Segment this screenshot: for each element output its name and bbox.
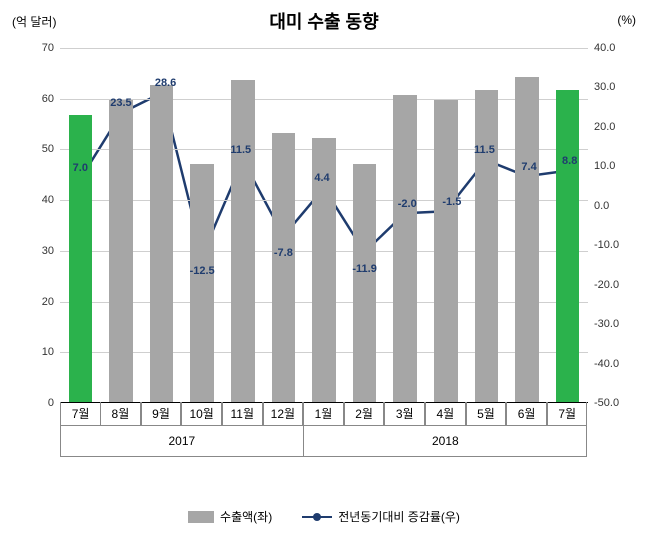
grid-line — [60, 48, 588, 49]
chart-title: 대미 수출 동향 — [0, 8, 648, 34]
bar — [150, 85, 174, 402]
ytick-right: 20.0 — [594, 121, 615, 133]
bar — [190, 164, 214, 402]
y-left-unit: (억 달러) — [12, 13, 56, 30]
bar — [353, 164, 377, 402]
export-trend-chart: 대미 수출 동향 (억 달러) (%) 010203040506070-50.0… — [0, 0, 648, 533]
line-data-label: 23.5 — [110, 97, 131, 109]
ytick-left: 60 — [42, 93, 54, 105]
line-data-label: -12.5 — [190, 265, 215, 277]
bar — [69, 115, 93, 402]
ytick-left: 10 — [42, 346, 54, 358]
ytick-right: -10.0 — [594, 239, 619, 251]
legend-swatch-bar — [188, 511, 214, 523]
bar — [556, 90, 580, 402]
legend-line-label: 전년동기대비 증감률(우) — [338, 508, 460, 525]
line-data-label: -1.5 — [442, 196, 461, 208]
line-data-label: 7.0 — [73, 162, 88, 174]
line-data-label: 28.6 — [155, 77, 176, 89]
line-data-label: 11.5 — [474, 144, 495, 156]
ytick-left: 50 — [42, 143, 54, 155]
line-data-label: 11.5 — [230, 144, 251, 156]
x-tick-label: 7월 — [60, 402, 101, 426]
line-data-label: -2.0 — [398, 198, 417, 210]
bar — [272, 133, 296, 402]
ytick-left: 30 — [42, 245, 54, 257]
line-data-label: 7.4 — [521, 161, 536, 173]
x-year-label: 2018 — [303, 426, 587, 457]
x-tick-label: 1월 — [303, 402, 344, 426]
x-year-label: 2017 — [60, 426, 304, 457]
ytick-right: 10.0 — [594, 160, 615, 172]
legend-swatch-line — [302, 511, 332, 523]
legend-bar-label: 수출액(좌) — [220, 508, 272, 525]
x-tick-label: 10월 — [181, 402, 222, 426]
bar — [231, 80, 255, 402]
grid-line — [60, 99, 588, 100]
ytick-left: 20 — [42, 296, 54, 308]
bar — [393, 95, 417, 402]
line-data-label: 8.8 — [562, 155, 577, 167]
bar — [109, 100, 133, 402]
line-data-label: -7.8 — [274, 247, 293, 259]
legend-item-line: 전년동기대비 증감률(우) — [302, 508, 460, 525]
ytick-right: -40.0 — [594, 358, 619, 370]
bar — [515, 77, 539, 402]
line-data-label: -11.9 — [352, 263, 376, 275]
x-tick-label: 7월 — [547, 402, 588, 426]
ytick-left: 40 — [42, 194, 54, 206]
x-tick-label: 4월 — [425, 402, 466, 426]
x-tick-label: 8월 — [100, 402, 141, 426]
y-right-unit: (%) — [617, 13, 636, 27]
bar — [475, 90, 499, 402]
legend-line-marker — [313, 513, 321, 521]
ytick-right: -30.0 — [594, 318, 619, 330]
x-tick-label: 12월 — [263, 402, 304, 426]
x-tick-label: 5월 — [466, 402, 507, 426]
x-tick-label: 11월 — [222, 402, 263, 426]
ytick-right: -50.0 — [594, 397, 619, 409]
ytick-right: 40.0 — [594, 42, 615, 54]
line-data-label: 4.4 — [314, 172, 329, 184]
ytick-right: -20.0 — [594, 279, 619, 291]
ytick-right: 30.0 — [594, 81, 615, 93]
legend: 수출액(좌) 전년동기대비 증감률(우) — [0, 508, 648, 525]
x-tick-label: 2월 — [344, 402, 385, 426]
x-tick-label: 6월 — [506, 402, 547, 426]
ytick-left: 70 — [42, 42, 54, 54]
x-tick-label: 9월 — [141, 402, 182, 426]
bar — [434, 100, 458, 402]
x-tick-label: 3월 — [384, 402, 425, 426]
plot-area: 010203040506070-50.0-40.0-30.0-20.0-10.0… — [60, 48, 588, 403]
legend-item-bar: 수출액(좌) — [188, 508, 272, 525]
ytick-left: 0 — [48, 397, 54, 409]
ytick-right: 0.0 — [594, 200, 609, 212]
